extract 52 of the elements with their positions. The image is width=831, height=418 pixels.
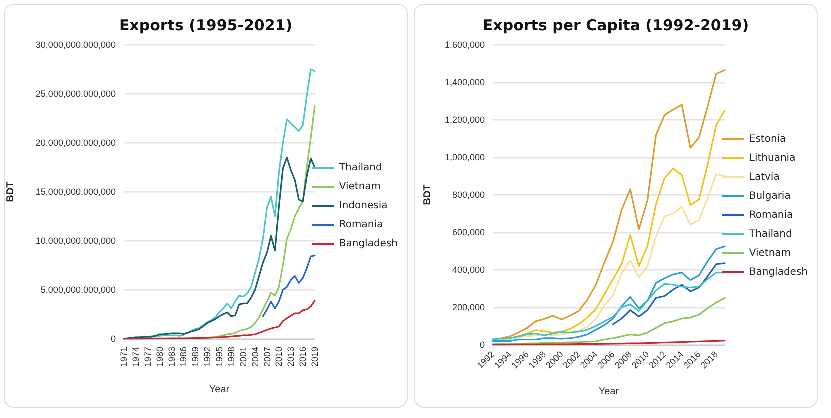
y-tick-label: 0 [110,334,116,344]
x-tick-label: 1980 [154,347,165,368]
y-tick-label: 20,000,000,000,000 [36,138,116,148]
legend-label: Bulgaria [749,191,791,202]
y-axis-title: BDT [422,184,434,206]
y-tick-label: 1,200,000 [444,115,485,125]
legend-label: Lithuania [749,153,796,164]
x-axis-title: Year [598,386,620,398]
x-tick-label: 2016 [298,347,308,368]
y-tick-label: 5,000,000,000,000 [40,285,116,295]
legend-label: Vietnam [749,248,792,259]
x-tick-label: 1992 [202,347,213,368]
x-tick-label: 1974 [130,347,141,368]
x-tick-label: 1977 [142,347,153,368]
x-tick-label: 2013 [286,347,296,368]
chart-title: Exports per Capita (1992-2019) [482,16,750,34]
x-axis-title: Year [209,384,230,396]
x-tick-label: 1998 [226,347,236,368]
y-tick-label: 600,000 [452,228,485,238]
y-tick-label: 1,400,000 [444,78,485,88]
x-tick-label: 2019 [310,347,320,368]
legend-label: Bangladesh [339,238,398,250]
y-tick-label: 15,000,000,000,000 [36,187,116,197]
legend-label: Latvia [749,172,780,183]
x-tick-label: 1986 [178,347,189,368]
legend-label: Indonesia [339,200,388,212]
y-tick-label: 1,600,000 [444,40,485,50]
y-tick-label: 200,000 [452,302,485,312]
x-tick-label: 1971 [119,347,129,368]
y-tick-label: 1,000,000 [444,152,485,162]
legend-label: Romania [749,210,794,221]
legend-label: Estonia [749,134,786,145]
legend-label: Vietnam [339,182,382,192]
y-tick-label: 400,000 [452,265,485,275]
legend-label: Romania [339,220,384,230]
x-tick-label: 2004 [250,347,260,368]
x-tick-label: 1983 [166,347,177,368]
x-tick-label: 2010 [274,347,284,368]
legend-label: Thailand [748,229,792,240]
y-tick-label: 10,000,000,000,000 [36,236,116,246]
y-tick-label: 30,000,000,000,000 [36,40,116,50]
x-tick-label: 2007 [262,347,272,368]
y-tick-label: 25,000,000,000,000 [36,89,116,99]
chart-title: Exports (1995-2021) [119,16,293,34]
y-tick-label: 0 [480,340,485,350]
legend-label: Thailand [338,162,382,174]
x-tick-label: 1989 [190,347,201,368]
legend-label: Bangladesh [749,267,808,278]
y-axis-title: BDT [6,182,16,202]
y-tick-label: 800,000 [452,190,485,200]
x-tick-label: 1995 [214,347,224,368]
x-tick-label: 2001 [238,347,248,368]
